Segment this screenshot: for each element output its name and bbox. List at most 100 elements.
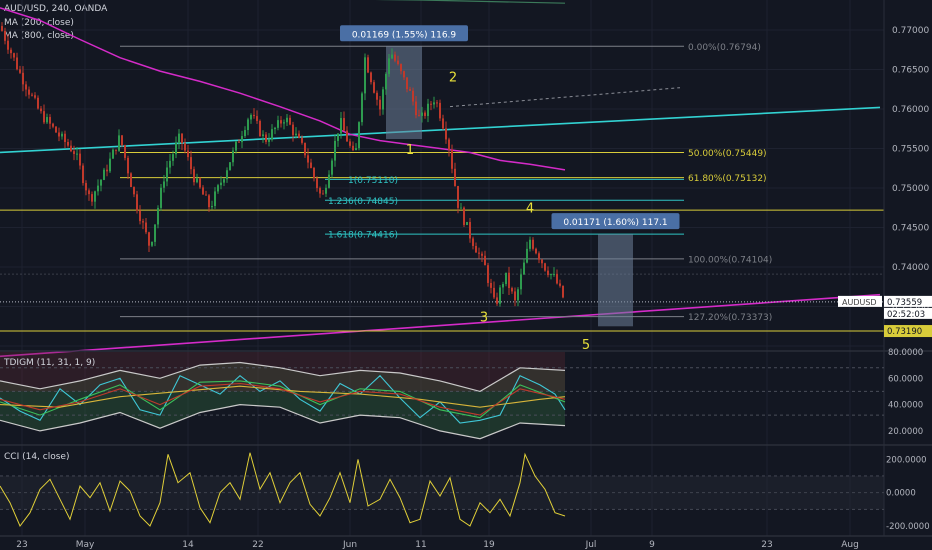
trendline-1 [0,293,881,358]
candle-132 [397,55,399,66]
candle-15 [46,113,48,125]
candle-165 [496,292,498,306]
candle-38 [115,149,117,155]
candle-74 [223,178,225,187]
candle-body [175,142,177,155]
candle-89 [268,133,270,147]
ma200-label: MA (200, close) [4,18,74,28]
candle-body [415,101,417,116]
candle-body [460,207,462,209]
candle-171 [514,287,516,307]
candle-body [46,117,48,123]
candle-13 [40,106,42,114]
candle-body [286,117,288,123]
candle-16 [49,114,51,130]
candle-42 [127,155,129,179]
candle-30 [91,191,93,206]
time-tick-8: 9 [649,540,655,550]
candle-130 [391,48,393,60]
time-tick-6: 19 [483,540,495,550]
candle-body [268,139,270,142]
candle-152 [457,185,459,214]
candle-8 [25,81,27,97]
tdi-tick-2: 60.0000 [888,374,923,384]
candle-41 [124,144,126,161]
candle-body [205,194,207,196]
candle-body [388,58,390,74]
candle-body [31,94,33,96]
ma800-line [374,0,566,4]
candle-156 [469,218,471,243]
candle-76 [229,162,231,171]
cci-title: CCI (14, close) [4,452,69,462]
candle-body [190,157,192,170]
candle-body [454,168,456,187]
candle-body [103,169,105,180]
tdi-band-fill [0,362,565,439]
candle-87 [262,130,264,143]
candle-body [178,133,180,143]
candle-body [427,103,429,116]
candle-32 [97,179,99,196]
trendline-0 [0,106,881,154]
candle-146 [439,99,441,122]
candle-body [151,241,153,246]
candle-body [400,64,402,72]
candle-body [430,103,432,105]
candle-body [289,117,291,125]
candle-178 [535,247,537,255]
candle-body [295,133,297,136]
candle-67 [202,185,204,195]
candle-body [181,133,183,144]
candle-body [505,272,507,285]
candle-body [67,141,69,146]
candle-body [403,71,405,78]
candle-175 [526,241,528,264]
candle-164 [493,281,495,300]
candle-174 [523,258,525,275]
candle-144 [433,96,435,109]
candle-body [208,195,210,208]
candle-body [280,120,282,124]
candle-body [502,284,504,288]
candle-77 [232,147,234,167]
candle-body [112,149,114,159]
ma800-label: MA (800, close) [4,31,74,41]
candle-4 [13,52,15,62]
candle-body [271,129,273,140]
candle-body [172,154,174,161]
candle-body [55,126,57,133]
candle-body [550,274,552,276]
last-price-tag-bg [884,295,932,307]
candle-73 [220,176,222,190]
candle-body [373,82,375,93]
candle-162 [487,262,489,287]
candle-body [352,145,354,151]
candle-body [64,133,66,142]
candle-142 [427,98,429,123]
candle-body [508,272,510,289]
candle-body [526,248,528,263]
candle-body [478,252,480,254]
candle-body [346,130,348,142]
candle-153 [460,203,462,209]
candle-body [79,153,81,166]
price-tick-1: 0.73500 [892,303,929,313]
candle-body [298,133,300,138]
candle-body [160,187,162,208]
price-tick-4: 0.75000 [892,184,929,194]
fib-levels: 0.00%(0.76794) 50.00%(0.75449) 61.80%(0.75… [120,43,772,323]
candle-body [82,165,84,184]
wave-label-2: 3 [480,311,488,326]
candle-48 [145,217,147,235]
measure-label-1: 0.01171 (1.60%) 117.1 [563,218,667,228]
candle-body [304,142,306,156]
candle-body [91,194,93,202]
candle-125 [376,90,378,106]
candle-109 [328,170,330,189]
measure-label-0: 0.01169 (1.55%) 116.9 [352,30,457,40]
candle-body [157,207,159,225]
candle-body [52,123,54,127]
candle-96 [289,115,291,126]
